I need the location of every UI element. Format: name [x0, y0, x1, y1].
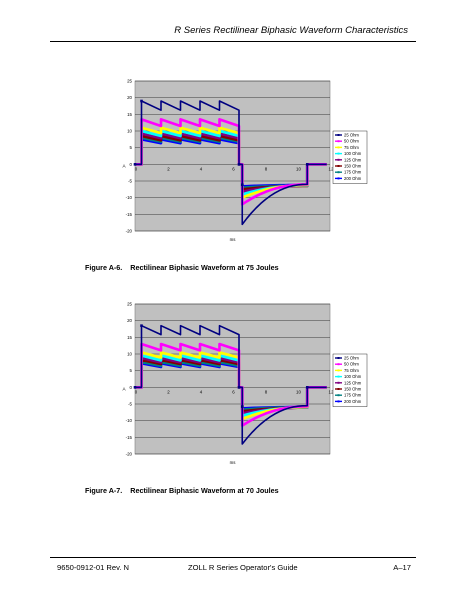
- figure-caption-a7: Figure A-7. Rectilinear Biphasic Wavefor…: [85, 486, 279, 495]
- data-point-marker: [240, 405, 244, 408]
- legend-marker: [337, 134, 340, 136]
- legend-marker: [337, 369, 340, 372]
- legend-marker: [337, 152, 340, 155]
- legend-entry-label: 25 Ohm: [344, 133, 359, 138]
- page-header-title: R Series Rectilinear Biphasic Waveform C…: [174, 25, 408, 36]
- x-tick-label: 10: [296, 166, 301, 171]
- chart-svg: 25 20 15 10 5 0 -5 -10 -15 -20 0 2 4 6 8 10 12 Ams 25 Ohm5…: [122, 302, 368, 465]
- y-tick-label: -5: [128, 402, 132, 407]
- legend-marker: [337, 171, 340, 174]
- legend-entry-label: 50 Ohm: [344, 139, 359, 144]
- y-tick-label: 15: [127, 335, 132, 340]
- header-divider: [50, 41, 416, 42]
- legend-entry-label: 125 Ohm: [344, 157, 362, 162]
- y-tick-label: 5: [130, 368, 133, 373]
- x-tick-label: 10: [296, 389, 301, 394]
- legend-marker: [337, 381, 340, 384]
- data-point-marker: [140, 324, 143, 327]
- y-tick-label: -10: [126, 418, 133, 423]
- x-tick-label: 6: [232, 166, 235, 171]
- data-point-marker: [140, 99, 143, 103]
- plot-area: [134, 80, 331, 232]
- data-point-marker: [133, 163, 137, 166]
- legend-entry-label: 25 Ohm: [344, 356, 359, 361]
- legend-entry-label: 150 Ohm: [344, 387, 362, 392]
- legend-entry-label: 100 Ohm: [344, 374, 362, 379]
- legend-marker: [337, 140, 340, 143]
- x-tick-label: 2: [167, 389, 170, 394]
- x-tick-label: 12: [329, 389, 334, 394]
- legend-marker: [337, 394, 340, 397]
- legend-marker: [337, 400, 340, 403]
- x-axis-label: ms: [230, 460, 237, 465]
- data-point-marker: [240, 183, 244, 187]
- legend-marker: [337, 357, 340, 359]
- footer-page-number: A–17: [393, 563, 411, 572]
- x-tick-label: 6: [232, 389, 235, 394]
- y-tick-label: -15: [126, 212, 133, 217]
- x-tick-label: 8: [265, 166, 268, 171]
- x-axis-label: ms: [230, 237, 237, 242]
- data-point-marker: [237, 163, 241, 166]
- legend-entry-label: 150 Ohm: [344, 164, 362, 169]
- legend-box: [332, 353, 368, 407]
- x-tick-label: 4: [200, 389, 203, 394]
- legend-marker: [337, 363, 340, 366]
- y-tick-label: -15: [126, 435, 133, 440]
- legend-marker: [337, 165, 340, 167]
- x-tick-label: 2: [167, 166, 170, 171]
- y-tick-label: 15: [127, 112, 132, 117]
- legend-marker: [337, 177, 340, 180]
- legend-entry-label: 175 Ohm: [344, 393, 362, 398]
- legend-marker: [337, 388, 340, 390]
- legend-entry-label: 75 Ohm: [344, 368, 359, 373]
- y-tick-label: 20: [127, 318, 132, 323]
- data-point-marker: [133, 386, 137, 389]
- y-tick-label: 10: [127, 129, 132, 134]
- y-tick-label: 0: [130, 385, 133, 390]
- legend-entry-label: 175 Ohm: [344, 170, 362, 175]
- y-axis-label: A: [122, 386, 126, 391]
- y-tick-label: 10: [127, 352, 132, 357]
- y-tick-label: -5: [128, 179, 132, 184]
- data-point-marker: [305, 386, 309, 389]
- legend-entry-label: 200 Ohm: [344, 399, 362, 404]
- legend-marker: [337, 375, 340, 378]
- y-tick-label: -20: [126, 229, 133, 234]
- x-tick-label: 0: [135, 166, 138, 171]
- footer-doc-number: 9650-0912-01 Rev. N: [57, 563, 130, 572]
- y-axis-label: A: [122, 163, 126, 168]
- x-tick-label: 12: [329, 166, 334, 171]
- y-tick-label: 0: [130, 162, 133, 167]
- legend-marker: [337, 158, 340, 161]
- y-tick-label: 20: [127, 95, 132, 100]
- legend-entry-label: 200 Ohm: [344, 176, 362, 181]
- data-point-marker: [237, 386, 241, 389]
- legend-marker: [337, 146, 340, 149]
- y-tick-label: -20: [126, 452, 133, 457]
- footer-guide-title: ZOLL R Series Operator's Guide: [188, 563, 298, 572]
- footer-divider: [50, 557, 416, 558]
- x-tick-label: 4: [200, 166, 203, 171]
- y-tick-label: 25: [127, 79, 132, 84]
- legend-entry-label: 50 Ohm: [344, 362, 359, 367]
- x-tick-label: 8: [265, 389, 268, 394]
- chart-svg: 25 20 15 10 5 0 -5 -10 -15 -20 0 2 4 6 8 10 12 Ams 25 Ohm5…: [122, 79, 368, 242]
- y-tick-label: 25: [127, 302, 132, 307]
- x-tick-label: 0: [135, 389, 138, 394]
- series-line: [135, 324, 327, 445]
- series-25-ohm: [135, 100, 327, 226]
- data-point-marker: [305, 163, 309, 166]
- legend-entry-label: 125 Ohm: [344, 380, 362, 385]
- legend-entry-label: 100 Ohm: [344, 151, 362, 156]
- series-25-ohm: [135, 324, 327, 445]
- legend-entry-label: 75 Ohm: [344, 145, 359, 150]
- figure-caption-a6: Figure A-6. Rectilinear Biphasic Wavefor…: [85, 263, 279, 272]
- y-tick-label: 5: [130, 145, 133, 150]
- y-tick-label: -10: [126, 195, 133, 200]
- legend-box: [332, 130, 368, 184]
- series-line: [135, 100, 327, 226]
